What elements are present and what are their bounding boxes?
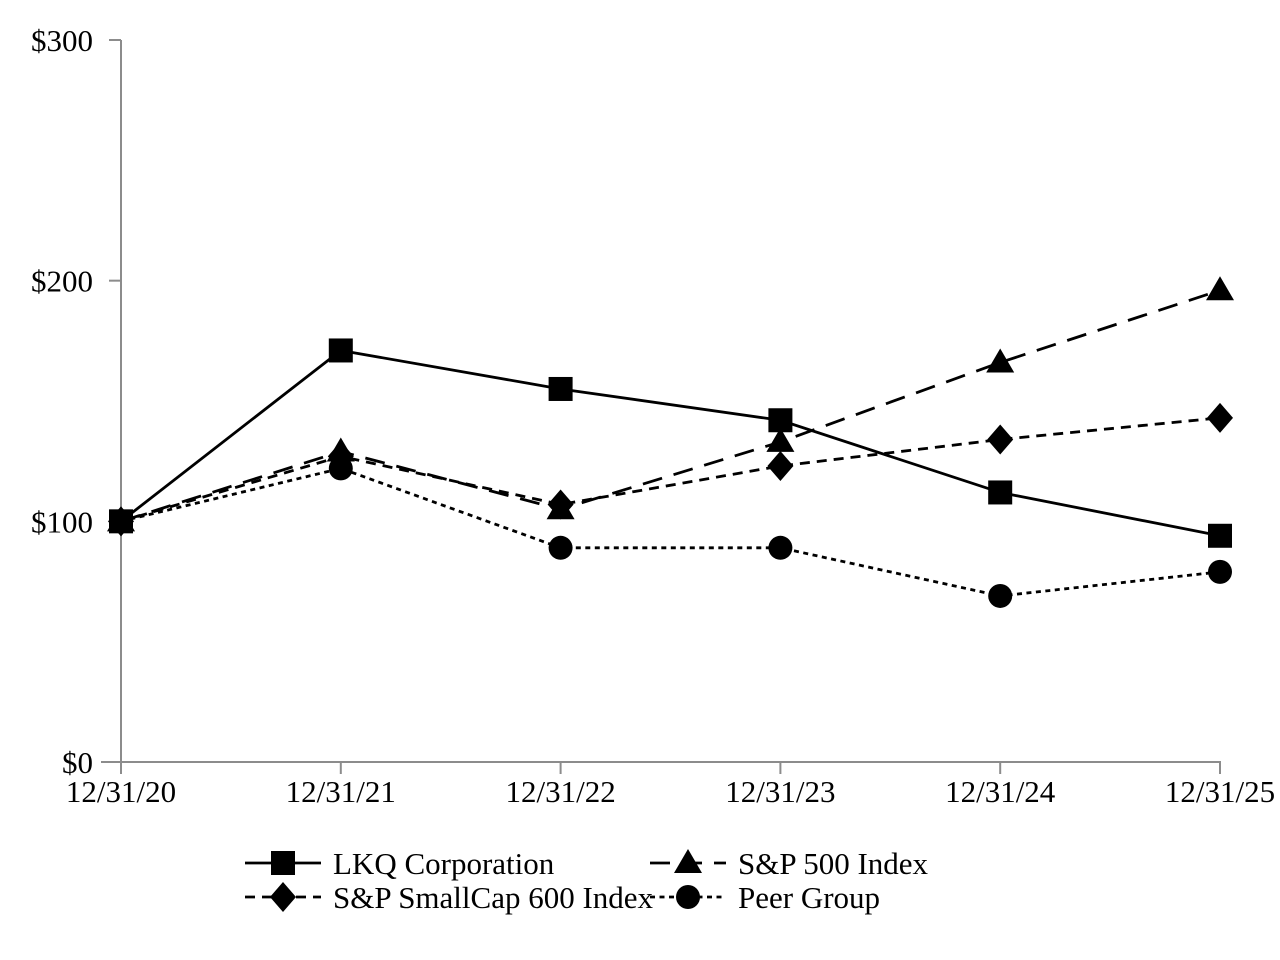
legend-label-lkq-corporation: LKQ Corporation [333,846,555,881]
y-tick-label-200: $200 [31,264,93,299]
marker-diamond-s-p-smallcap-600-index-4 [987,424,1014,455]
legend-marker-triangle [674,849,702,873]
marker-triangle-s-p-500-index-3 [766,427,795,452]
marker-square-lkq-corporation-4 [988,480,1013,505]
series-line-s-p-500-index [120,288,1221,523]
x-tick-label-3: 12/31/23 [725,774,835,809]
x-tick-label-5: 12/31/25 [1165,774,1275,809]
x-tick-label-4: 12/31/24 [945,774,1056,809]
legend-marker-circle [676,885,700,909]
marker-square-lkq-corporation-3 [768,408,793,433]
x-tick-label-0: 12/31/20 [66,774,176,809]
marker-square-lkq-corporation-0 [109,509,133,534]
legend-label-s-p-smallcap-600-index: S&P SmallCap 600 Index [333,880,654,915]
legend-item-s-p-smallcap-600-index: S&P SmallCap 600 Index [245,880,654,915]
marker-triangle-s-p-500-index-4 [986,348,1015,373]
legend-item-lkq-corporation: LKQ Corporation [245,846,555,881]
marker-circle-peer-group-1 [328,456,353,481]
marker-square-lkq-corporation-1 [328,338,353,363]
x-tick-label-2: 12/31/22 [505,774,615,809]
series-line-peer-group [120,466,1221,598]
legend-item-s-p-500-index: S&P 500 Index [650,846,929,881]
marker-circle-peer-group-3 [768,535,793,560]
marker-circle-peer-group-5 [1208,559,1232,584]
series-peer-group [109,456,1232,608]
marker-diamond-s-p-smallcap-600-index-5 [1207,402,1233,433]
legend-item-peer-group: Peer Group [650,880,880,915]
marker-square-lkq-corporation-2 [548,376,573,401]
marker-square-lkq-corporation-5 [1208,523,1232,548]
series-s-p-smallcap-600-index [108,402,1233,537]
legend-label-peer-group: Peer Group [738,880,880,915]
axes [101,39,1221,774]
marker-circle-peer-group-2 [548,535,573,560]
y-tick-label-0: $0 [62,745,93,780]
series-line-lkq-corporation [120,348,1221,538]
marker-triangle-s-p-500-index-5 [1206,276,1234,301]
legend-marker-square [271,851,295,875]
marker-circle-peer-group-4 [988,583,1013,608]
series-lkq-corporation [109,338,1232,548]
y-tick-label-100: $100 [31,504,93,539]
marker-diamond-s-p-smallcap-600-index-3 [767,450,794,481]
y-tick-label-300: $300 [31,23,93,58]
series-line-s-p-smallcap-600-index [120,416,1221,523]
marker-diamond-s-p-smallcap-600-index-2 [547,489,574,520]
legend: LKQ Corporation S&P 500 Index S&P SmallCap… [245,846,929,915]
x-tick-label-1: 12/31/21 [286,774,396,809]
legend-marker-diamond [270,882,296,912]
legend-label-s-p-500-index: S&P 500 Index [738,846,929,881]
